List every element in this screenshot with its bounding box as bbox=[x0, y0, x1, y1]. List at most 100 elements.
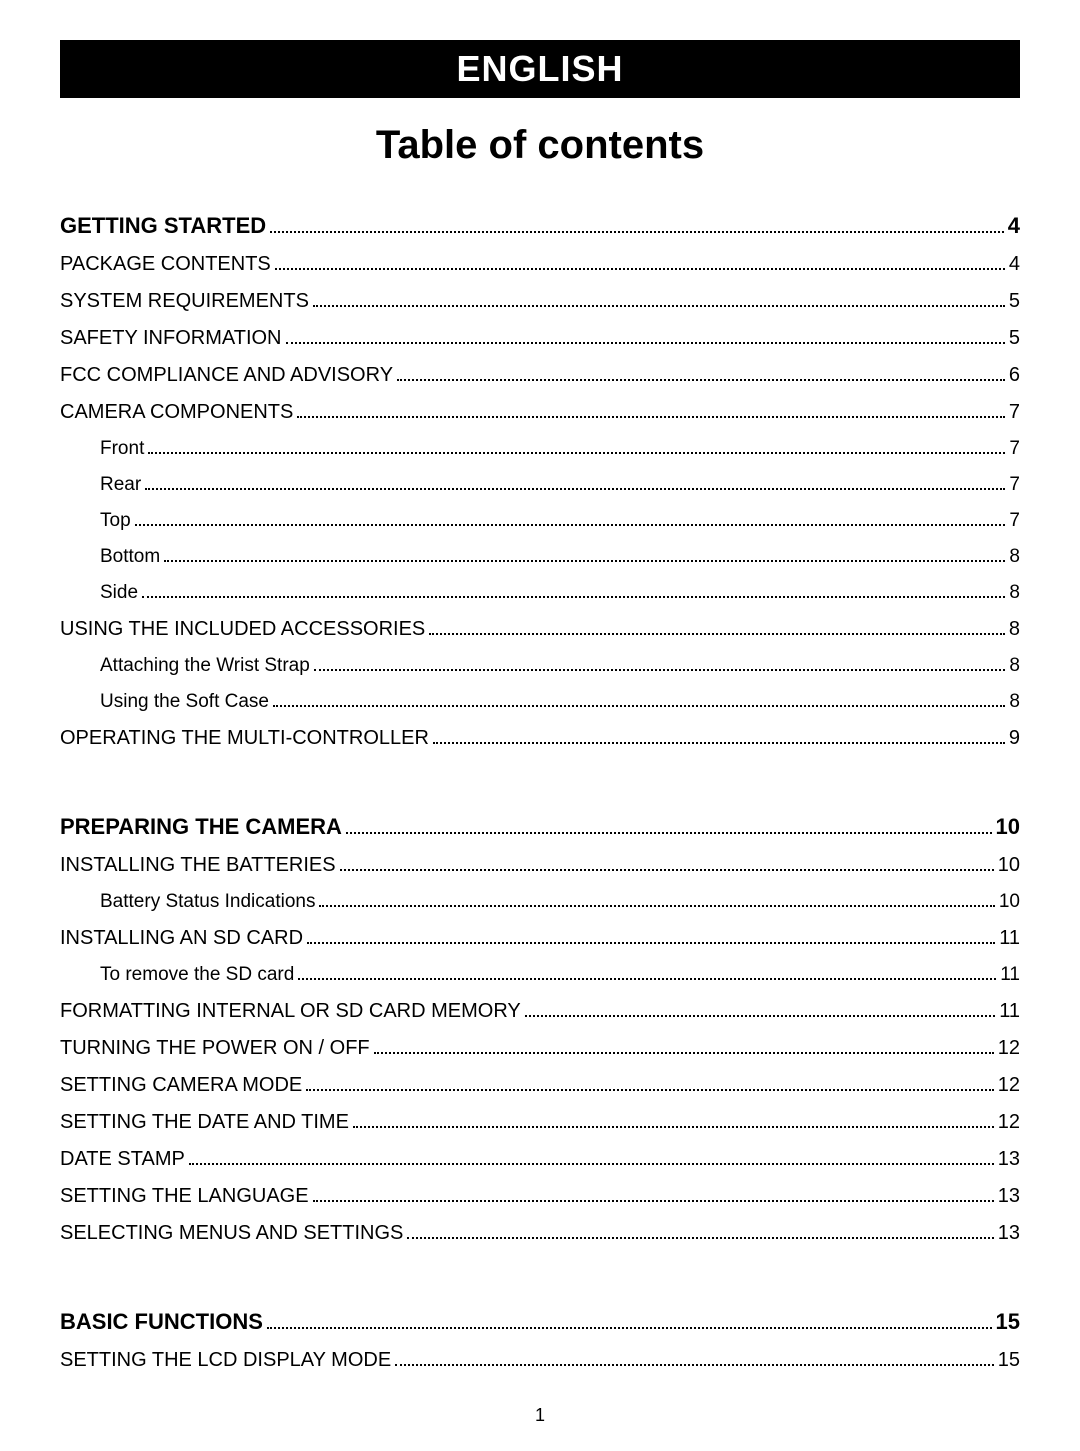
toc-entry: FORMATTING INTERNAL OR SD CARD MEMORY 11 bbox=[60, 1000, 1020, 1023]
toc-entry-page: 11 bbox=[999, 927, 1020, 950]
toc-entry-label: INSTALLING THE BATTERIES bbox=[60, 854, 336, 877]
toc-entry-page: 7 bbox=[1009, 510, 1020, 532]
toc-leader-dots bbox=[340, 869, 994, 871]
toc-entry-page: 8 bbox=[1009, 582, 1020, 604]
toc-leader-dots bbox=[319, 905, 994, 907]
toc-section-page: 10 bbox=[996, 814, 1020, 840]
toc-entry-page: 12 bbox=[998, 1037, 1020, 1060]
language-label: ENGLISH bbox=[456, 48, 623, 89]
toc-leader-dots bbox=[346, 832, 992, 834]
toc-leader-dots bbox=[407, 1237, 993, 1239]
toc-leader-dots bbox=[135, 524, 1006, 526]
toc-section-title: BASIC FUNCTIONS bbox=[60, 1309, 263, 1335]
toc-entry-page: 8 bbox=[1009, 546, 1020, 568]
toc-entry-label: Front bbox=[100, 438, 144, 460]
toc-entry: USING THE INCLUDED ACCESSORIES 8 bbox=[60, 618, 1020, 641]
toc-leader-dots bbox=[397, 379, 1005, 381]
toc-leader-dots bbox=[275, 268, 1005, 270]
toc-leader-dots bbox=[525, 1015, 995, 1017]
toc-entry-page: 13 bbox=[998, 1185, 1020, 1208]
toc-entry-label: DATE STAMP bbox=[60, 1148, 185, 1171]
toc-section-header: GETTING STARTED4 bbox=[60, 213, 1020, 239]
toc-entry: TURNING THE POWER ON / OFF 12 bbox=[60, 1037, 1020, 1060]
page-title: Table of contents bbox=[60, 123, 1020, 168]
toc-leader-dots bbox=[307, 942, 995, 944]
toc-section-title: PREPARING THE CAMERA bbox=[60, 814, 342, 840]
toc-entry-label: Battery Status Indications bbox=[100, 891, 315, 913]
toc-leader-dots bbox=[353, 1126, 994, 1128]
toc-entry-label: TURNING THE POWER ON / OFF bbox=[60, 1037, 370, 1060]
toc-entry: PACKAGE CONTENTS 4 bbox=[60, 253, 1020, 276]
toc-entry: To remove the SD card11 bbox=[60, 964, 1020, 986]
toc-entry-label: Rear bbox=[100, 474, 141, 496]
toc-entry: SYSTEM REQUIREMENTS5 bbox=[60, 290, 1020, 313]
toc-entry: Side 8 bbox=[60, 582, 1020, 604]
toc-entry: SETTING THE LCD DISPLAY MODE15 bbox=[60, 1349, 1020, 1372]
toc-leader-dots bbox=[306, 1089, 994, 1091]
toc-entry: OPERATING THE MULTI-CONTROLLER9 bbox=[60, 727, 1020, 750]
toc-entry-label: PACKAGE CONTENTS bbox=[60, 253, 271, 276]
toc-leader-dots bbox=[267, 1327, 992, 1329]
language-header: ENGLISH bbox=[60, 40, 1020, 98]
toc-leader-dots bbox=[298, 978, 996, 980]
toc-leader-dots bbox=[145, 488, 1005, 490]
toc-entry-label: SETTING THE LANGUAGE bbox=[60, 1185, 309, 1208]
toc-entry-page: 11 bbox=[999, 1000, 1020, 1023]
toc-leader-dots bbox=[142, 596, 1005, 598]
toc-leader-dots bbox=[313, 305, 1005, 307]
toc-entry-page: 4 bbox=[1009, 253, 1020, 276]
toc-entry-label: SETTING CAMERA MODE bbox=[60, 1074, 302, 1097]
toc-entry-page: 6 bbox=[1009, 364, 1020, 387]
toc-leader-dots bbox=[374, 1052, 994, 1054]
toc-leader-dots bbox=[164, 560, 1005, 562]
toc-leader-dots bbox=[429, 633, 1005, 635]
toc-leader-dots bbox=[433, 742, 1005, 744]
toc-entry-page: 8 bbox=[1009, 618, 1020, 641]
page-number: 1 bbox=[535, 1405, 545, 1426]
toc-leader-dots bbox=[273, 705, 1005, 707]
toc-entry-label: CAMERA COMPONENTS bbox=[60, 401, 293, 424]
toc-leader-dots bbox=[270, 231, 1004, 233]
toc-entry: Bottom 8 bbox=[60, 546, 1020, 568]
toc-leader-dots bbox=[314, 669, 1006, 671]
toc-entry-page: 15 bbox=[998, 1349, 1020, 1372]
toc-leader-dots bbox=[395, 1364, 994, 1366]
toc-entry: SETTING THE LANGUAGE 13 bbox=[60, 1185, 1020, 1208]
toc-leader-dots bbox=[189, 1163, 994, 1165]
toc-entry: INSTALLING AN SD CARD 11 bbox=[60, 927, 1020, 950]
toc-entry-page: 9 bbox=[1009, 727, 1020, 750]
toc-entry: Top7 bbox=[60, 510, 1020, 532]
toc-entry-page: 13 bbox=[998, 1222, 1020, 1245]
toc-leader-dots bbox=[148, 452, 1005, 454]
toc-leader-dots bbox=[297, 416, 1005, 418]
toc-entry: Rear 7 bbox=[60, 474, 1020, 496]
toc-entry: INSTALLING THE BATTERIES 10 bbox=[60, 854, 1020, 877]
toc-entry-page: 8 bbox=[1009, 655, 1020, 677]
toc-leader-dots bbox=[286, 342, 1005, 344]
toc-leader-dots bbox=[313, 1200, 994, 1202]
toc-entry-label: SAFETY INFORMATION bbox=[60, 327, 282, 350]
toc-entry-page: 10 bbox=[998, 854, 1020, 877]
toc-entry-label: SELECTING MENUS AND SETTINGS bbox=[60, 1222, 403, 1245]
toc-entry-label: Side bbox=[100, 582, 138, 604]
toc-entry-label: Attaching the Wrist Strap bbox=[100, 655, 310, 677]
table-of-contents: GETTING STARTED4 PACKAGE CONTENTS 4 SYSTEM … bbox=[60, 213, 1020, 1372]
toc-entry: SETTING THE DATE AND TIME12 bbox=[60, 1111, 1020, 1134]
toc-entry: Battery Status Indications 10 bbox=[60, 891, 1020, 913]
toc-entry-page: 7 bbox=[1009, 474, 1020, 496]
toc-entry: CAMERA COMPONENTS7 bbox=[60, 401, 1020, 424]
toc-entry-page: 12 bbox=[998, 1111, 1020, 1134]
toc-entry-page: 10 bbox=[999, 891, 1020, 913]
toc-section-page: 15 bbox=[996, 1309, 1020, 1335]
toc-entry-page: 11 bbox=[1000, 964, 1020, 986]
toc-section-header: BASIC FUNCTIONS 15 bbox=[60, 1309, 1020, 1335]
toc-entry-label: USING THE INCLUDED ACCESSORIES bbox=[60, 618, 425, 641]
toc-entry: Front7 bbox=[60, 438, 1020, 460]
toc-entry-label: FORMATTING INTERNAL OR SD CARD MEMORY bbox=[60, 1000, 521, 1023]
toc-entry-label: Bottom bbox=[100, 546, 160, 568]
toc-entry-page: 8 bbox=[1009, 691, 1020, 713]
toc-entry: DATE STAMP13 bbox=[60, 1148, 1020, 1171]
toc-entry-label: INSTALLING AN SD CARD bbox=[60, 927, 303, 950]
toc-entry: FCC COMPLIANCE AND ADVISORY6 bbox=[60, 364, 1020, 387]
toc-entry: Attaching the Wrist Strap 8 bbox=[60, 655, 1020, 677]
